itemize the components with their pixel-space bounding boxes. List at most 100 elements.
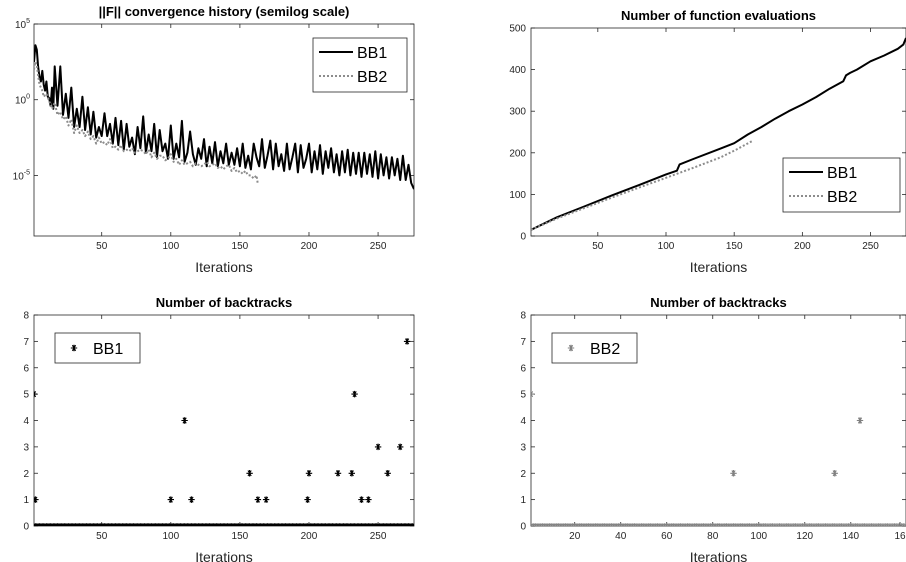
chart-p3: 50 100 150 200 250 0 1 2 3 4 5 6 7 8 Number of backtra… — [23, 295, 415, 562]
series-line-bb1 — [531, 37, 906, 231]
data-point — [831, 470, 838, 477]
y-tick-label: 100 — [15, 94, 30, 107]
data-point — [351, 390, 358, 398]
x-tick-label: 40 — [615, 531, 627, 542]
legend: BB1 — [54, 332, 141, 364]
data-point — [397, 443, 404, 451]
data-point — [304, 496, 311, 503]
y-tick-label: 8 — [520, 311, 526, 322]
data-point — [305, 470, 313, 477]
y-tick-label: 2 — [23, 469, 29, 480]
data-point — [246, 470, 253, 477]
chart-title: Number of function evaluations — [621, 8, 816, 23]
data-point — [358, 496, 365, 503]
legend-box — [551, 332, 638, 364]
data-point — [348, 470, 355, 477]
y-tick-label: 7 — [23, 337, 29, 348]
x-tick-label: 200 — [301, 241, 318, 252]
chart-p2: 50 100 150 200 250 0 100 200 300 400 500 Number of … — [509, 8, 906, 275]
x-tick-label: 50 — [96, 241, 108, 252]
x-tick-label: 100 — [162, 241, 179, 252]
x-tick-label: 150 — [232, 531, 249, 542]
y-tick-label: 10-5 — [13, 169, 30, 182]
data-point — [188, 496, 195, 503]
series-group — [531, 37, 906, 231]
y-tick-label: 6 — [23, 363, 29, 374]
series-group — [34, 338, 414, 526]
chart-title: ||F|| convergence history (semilog scale… — [99, 4, 350, 19]
y-tick-label: 300 — [509, 107, 526, 118]
series-line-bb2 — [34, 60, 259, 185]
y-tick-label: 0 — [520, 522, 526, 533]
y-tick-label: 100 — [509, 190, 526, 201]
legend-label: BB1 — [357, 45, 387, 62]
y-tick-label: 0 — [23, 522, 29, 533]
x-tick-label: 150 — [232, 241, 249, 252]
x-tick-label: 100 — [162, 531, 179, 542]
chart-title: Number of backtracks — [156, 295, 293, 310]
legend-swatch — [70, 344, 78, 352]
series-group — [34, 44, 414, 190]
data-point — [365, 496, 372, 503]
legend: BB2 — [551, 332, 638, 364]
x-tick-label: 250 — [862, 241, 879, 252]
y-tick-label: 1 — [23, 495, 29, 506]
x-tick-label: 100 — [750, 531, 767, 542]
y-tick-label: 8 — [23, 311, 29, 322]
data-point — [254, 496, 262, 503]
y-tick-label: 2 — [520, 469, 526, 480]
x-tick-label: 60 — [661, 531, 673, 542]
x-tick-label: 200 — [794, 241, 811, 252]
data-point — [262, 496, 270, 503]
legend-label: BB2 — [827, 189, 857, 206]
y-tick-label: 500 — [509, 24, 526, 35]
data-point — [403, 338, 411, 345]
y-tick-label: 3 — [520, 442, 526, 453]
y-tick-label: 0 — [520, 232, 526, 243]
x-tick-label: 150 — [726, 241, 743, 252]
data-point — [334, 470, 342, 477]
x-tick-label: 50 — [592, 241, 604, 252]
y-tick-label: 5 — [520, 390, 526, 401]
y-tick-label: 3 — [23, 442, 29, 453]
y-tick-label: 1 — [520, 495, 526, 506]
legend-box — [782, 157, 901, 213]
x-tick-label: 50 — [96, 531, 108, 542]
x-axis-label: Iterations — [690, 259, 748, 275]
data-point — [730, 470, 737, 477]
series-points-zero-bb1 — [34, 523, 414, 526]
legend-box — [312, 37, 408, 93]
data-point — [34, 496, 39, 503]
x-tick-label: 100 — [658, 241, 675, 252]
x-axis-label: Iterations — [195, 259, 253, 275]
legend-label: BB2 — [590, 341, 620, 358]
x-tick-label: 140 — [842, 531, 859, 542]
y-tick-label: 7 — [520, 337, 526, 348]
legend-swatch — [567, 344, 575, 352]
x-tick-label: 250 — [370, 241, 387, 252]
y-tick-label: 6 — [520, 363, 526, 374]
x-tick-label: 80 — [707, 531, 719, 542]
x-tick-label: 250 — [370, 531, 387, 542]
x-tick-label: 20 — [569, 531, 581, 542]
data-point — [856, 417, 864, 424]
x-axis-label: Iterations — [690, 549, 748, 562]
y-tick-label: 105 — [15, 18, 30, 31]
data-point — [384, 470, 391, 477]
series-points-zero-bb2 — [531, 523, 906, 526]
chart-p1: 50 100 150 200 250 105 100 10-5 ||F|| convergenc… — [13, 4, 415, 275]
x-tick-label: 200 — [301, 531, 318, 542]
legend-label: BB1 — [827, 165, 857, 182]
y-tick-label: 4 — [520, 416, 526, 427]
series-line-bb1 — [34, 44, 414, 190]
x-tick-label: 16 — [894, 531, 906, 542]
y-tick-label: 5 — [23, 390, 29, 401]
x-tick-label: 120 — [796, 531, 813, 542]
data-point — [181, 417, 188, 424]
legend-label: BB1 — [93, 341, 123, 358]
legend-box — [54, 332, 141, 364]
data-point — [167, 496, 174, 503]
